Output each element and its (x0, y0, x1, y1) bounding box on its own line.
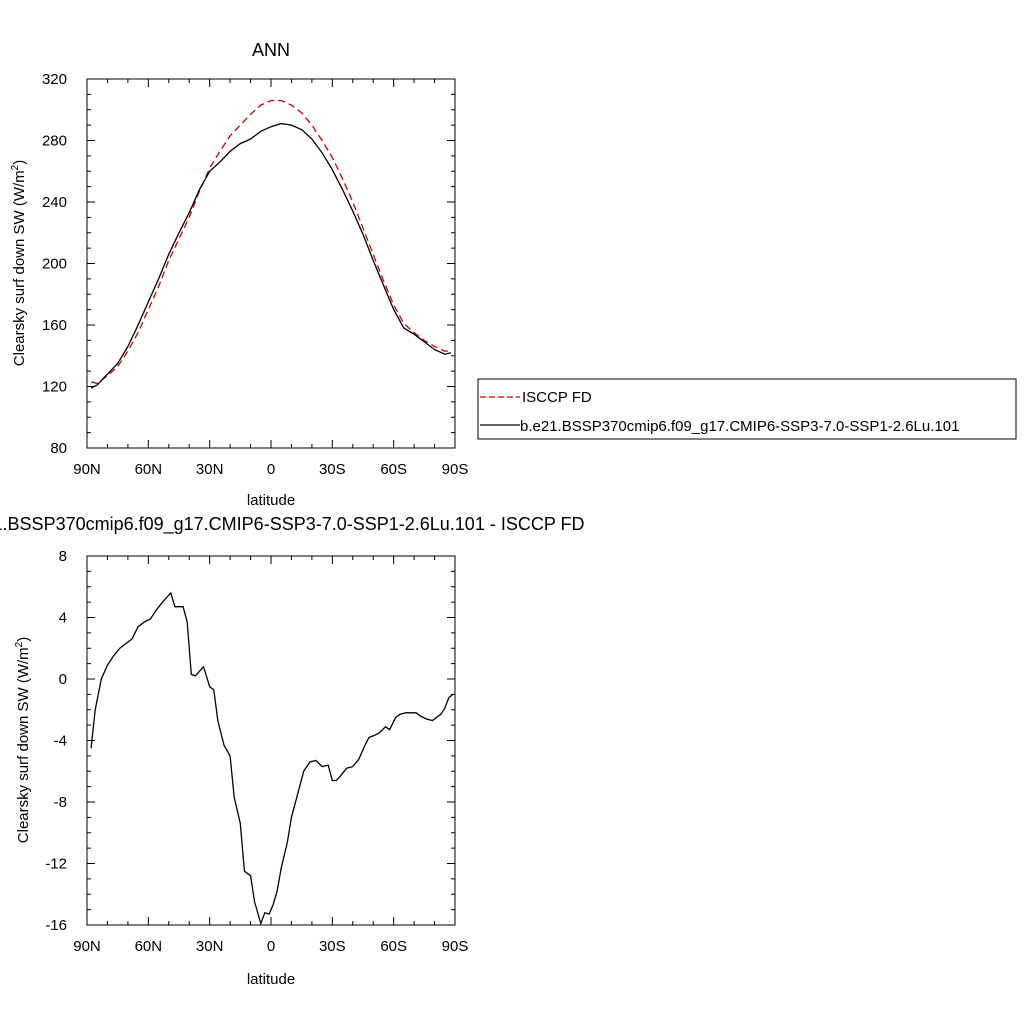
bottom-series-line-0 (90, 591, 454, 926)
top-chart-title: ANN (252, 40, 290, 60)
bottom-y-tick-label: 0 (59, 671, 67, 688)
top-y-tick-label: 80 (50, 440, 67, 457)
bottom-x-tick-label: 30S (319, 938, 346, 955)
top-y-tick-label: 280 (42, 133, 67, 150)
top-y-axis-label-suffix: ) (11, 160, 28, 165)
bottom-y-tick-label: -16 (45, 917, 67, 934)
top-x-tick-label: 0 (267, 461, 275, 478)
bottom-x-tick-label: 60S (380, 938, 407, 955)
bottom-y-tick-label: 8 (59, 548, 67, 565)
legend-isccp-label: ISCCP FD (522, 389, 592, 406)
legend-box (477, 378, 1017, 440)
top-x-tick-label: 60N (135, 461, 163, 478)
top-y-axis-label: Clearsky surf down SW (W/m2) (10, 160, 28, 366)
bottom-panel: b.e21.BSSP370cmip6.f09_g17.CMIP6-SSP3-7.… (0, 514, 585, 988)
top-y-tick-label: 200 (42, 256, 67, 273)
bottom-x-tick-label: 30N (196, 938, 224, 955)
bottom-x-tick-label: 60N (135, 938, 163, 955)
bottom-chart-title: b.e21.BSSP370cmip6.f09_g17.CMIP6-SSP3-7.… (0, 514, 585, 535)
top-y-axis-label-text: Clearsky surf down SW (W/m (11, 170, 28, 366)
bottom-y-axis-label-suffix: ) (15, 637, 32, 642)
top-y-tick-label: 160 (42, 317, 67, 334)
top-y-axis-label-superscript: 2 (10, 164, 21, 170)
bottom-y-tick-label: -4 (54, 733, 67, 750)
bottom-x-tick-label: 0 (267, 938, 275, 955)
top-x-axis-label: latitude (247, 492, 295, 509)
bottom-y-tick-label: -8 (54, 794, 67, 811)
top-y-tick-label: 120 (42, 379, 67, 396)
bottom-x-tick-label: 90S (442, 938, 469, 955)
bottom-x-tick-label: 90N (73, 938, 101, 955)
top-x-tick-label: 30N (196, 461, 224, 478)
bottom-y-tick-label: -12 (45, 856, 67, 873)
top-x-tick-label: 60S (380, 461, 407, 478)
top-plot-frame (86, 78, 456, 449)
bottom-y-axis-label-text: Clearsky surf down SW (W/m (15, 647, 32, 843)
bottom-y-axis-label: Clearsky surf down SW (W/m2) (14, 637, 32, 843)
bottom-x-axis-label: latitude (247, 971, 295, 988)
legend-model-label: b.e21.BSSP370cmip6.f09_g17.CMIP6-SSP3-7.… (520, 418, 959, 435)
bottom-plot-frame (86, 555, 456, 926)
top-panel: ANN 90N 60N 30N 0 30S 60S 90S 80 120 160 200 240 28… (10, 40, 468, 509)
top-x-tick-label: 90N (73, 461, 101, 478)
bottom-y-tick-label: 4 (59, 610, 67, 627)
top-series-line-1 (90, 122, 452, 389)
top-series-line-0 (90, 99, 451, 385)
top-y-tick-label: 240 (42, 194, 67, 211)
top-x-tick-label: 30S (319, 461, 346, 478)
bottom-y-axis-label-superscript: 2 (14, 641, 25, 647)
top-y-tick-label: 320 (42, 71, 67, 88)
legend: ISCCP FD b.e21.BSSP370cmip6.f09_g17.CMIP… (477, 378, 1017, 440)
top-x-tick-label: 90S (442, 461, 469, 478)
